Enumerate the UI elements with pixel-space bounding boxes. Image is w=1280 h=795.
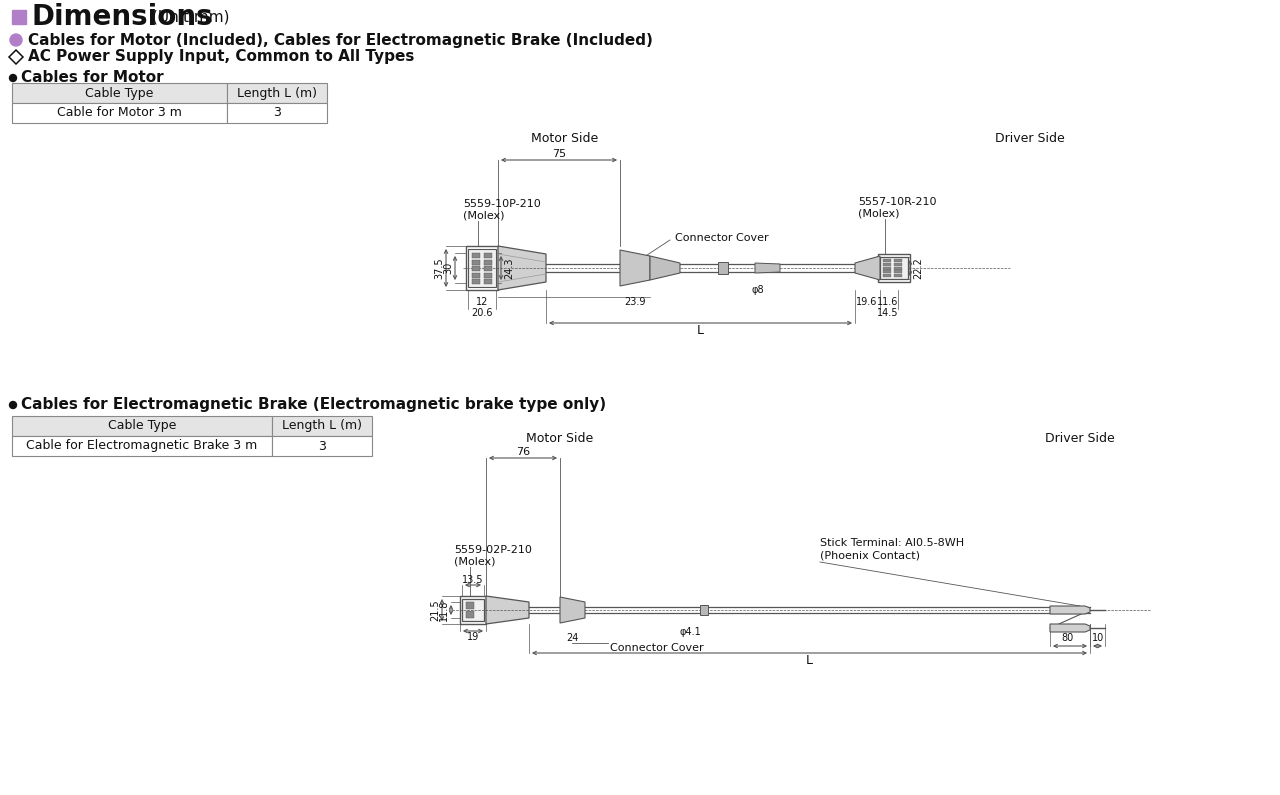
Text: 5559-02P-210
(Molex): 5559-02P-210 (Molex)	[454, 545, 532, 567]
Bar	[484, 253, 492, 258]
Bar	[893, 259, 902, 262]
Text: Cables for Electromagnetic Brake (Electromagnetic brake type only): Cables for Electromagnetic Brake (Electr…	[20, 398, 607, 413]
Text: 3: 3	[273, 107, 280, 119]
Text: (Unit mm): (Unit mm)	[152, 10, 229, 25]
Text: 11.6: 11.6	[877, 297, 899, 307]
Text: Dimensions: Dimensions	[32, 3, 214, 31]
Text: Length L (m): Length L (m)	[237, 87, 317, 99]
Text: 12: 12	[476, 297, 488, 307]
Text: Cable Type: Cable Type	[86, 87, 154, 99]
Text: Cables for Motor: Cables for Motor	[20, 71, 164, 86]
Text: 19: 19	[467, 632, 479, 642]
Circle shape	[10, 34, 22, 46]
Text: 23.9: 23.9	[625, 297, 645, 307]
Bar	[883, 266, 891, 270]
Text: AC Power Supply Input, Common to All Types: AC Power Supply Input, Common to All Typ…	[28, 49, 415, 64]
Polygon shape	[498, 246, 547, 290]
Text: Driver Side: Driver Side	[995, 131, 1065, 145]
Text: 24.3: 24.3	[504, 258, 515, 279]
Polygon shape	[9, 50, 23, 64]
Bar	[227, 83, 326, 103]
Polygon shape	[855, 256, 881, 280]
Bar	[460, 596, 486, 624]
Text: Stick Terminal: AI0.5-8WH
(Phoenix Contact): Stick Terminal: AI0.5-8WH (Phoenix Conta…	[820, 538, 964, 560]
Text: 14.5: 14.5	[877, 308, 899, 318]
Text: 76: 76	[516, 447, 530, 457]
Bar	[718, 262, 728, 274]
Text: 11.8: 11.8	[439, 599, 449, 621]
Bar	[472, 273, 480, 277]
Text: 19.6: 19.6	[856, 297, 878, 307]
Polygon shape	[1050, 606, 1091, 614]
Polygon shape	[561, 597, 585, 623]
Text: 75: 75	[552, 149, 566, 159]
Text: Cable Type: Cable Type	[108, 420, 177, 432]
Bar	[893, 263, 902, 266]
Text: Driver Side: Driver Side	[1046, 432, 1115, 444]
Text: 80: 80	[1062, 633, 1074, 643]
Text: Cable for Motor 3 m: Cable for Motor 3 m	[58, 107, 182, 119]
Text: 20.6: 20.6	[471, 308, 493, 318]
Bar	[484, 259, 492, 265]
Bar	[462, 599, 484, 621]
Polygon shape	[650, 256, 680, 280]
Polygon shape	[1050, 624, 1091, 632]
Bar	[468, 249, 497, 287]
Text: Motor Side: Motor Side	[531, 131, 599, 145]
Bar	[273, 416, 372, 436]
Bar	[466, 611, 474, 618]
Bar	[893, 270, 902, 273]
Text: Connector Cover: Connector Cover	[611, 643, 704, 653]
Bar	[484, 266, 492, 271]
Bar	[893, 274, 902, 277]
Bar	[466, 602, 474, 609]
Bar	[472, 279, 480, 284]
Circle shape	[9, 75, 17, 82]
Bar	[883, 274, 891, 277]
Bar	[472, 253, 480, 258]
Text: L: L	[698, 324, 704, 338]
Circle shape	[9, 401, 17, 409]
Text: Connector Cover: Connector Cover	[675, 233, 768, 243]
Text: φ8: φ8	[751, 285, 764, 295]
Text: Cable for Electromagnetic Brake 3 m: Cable for Electromagnetic Brake 3 m	[27, 440, 257, 452]
Bar	[883, 259, 891, 262]
Text: 24: 24	[566, 633, 579, 643]
Bar	[700, 605, 708, 615]
Text: Length L (m): Length L (m)	[282, 420, 362, 432]
Bar	[484, 279, 492, 284]
Bar	[484, 273, 492, 277]
Bar	[12, 103, 227, 123]
Bar	[893, 266, 902, 270]
Text: 30: 30	[443, 262, 453, 274]
Text: 22.2: 22.2	[913, 257, 923, 279]
Bar	[227, 103, 326, 123]
Bar	[878, 254, 910, 282]
Bar	[273, 436, 372, 456]
Polygon shape	[486, 596, 529, 624]
Text: 5559-10P-210
(Molex): 5559-10P-210 (Molex)	[463, 200, 540, 221]
Text: 10: 10	[1092, 633, 1105, 643]
Bar	[472, 266, 480, 271]
Text: φ4.1: φ4.1	[680, 627, 701, 637]
Bar	[881, 257, 908, 279]
Polygon shape	[620, 250, 650, 286]
Bar	[883, 263, 891, 266]
Text: 13.5: 13.5	[462, 575, 484, 585]
Bar	[883, 270, 891, 273]
Text: 21.5: 21.5	[430, 599, 440, 621]
Bar	[466, 246, 498, 290]
Text: 3: 3	[317, 440, 326, 452]
Bar	[12, 10, 26, 24]
Text: L: L	[806, 654, 813, 668]
Bar	[12, 436, 273, 456]
Bar	[12, 83, 227, 103]
Polygon shape	[755, 263, 780, 273]
Text: Cables for Motor (Included), Cables for Electromagnetic Brake (Included): Cables for Motor (Included), Cables for …	[28, 33, 653, 48]
Bar	[12, 416, 273, 436]
Text: 5557-10R-210
(Molex): 5557-10R-210 (Molex)	[858, 197, 937, 219]
Text: 37.5: 37.5	[434, 258, 444, 279]
Text: Motor Side: Motor Side	[526, 432, 594, 444]
Bar	[472, 259, 480, 265]
